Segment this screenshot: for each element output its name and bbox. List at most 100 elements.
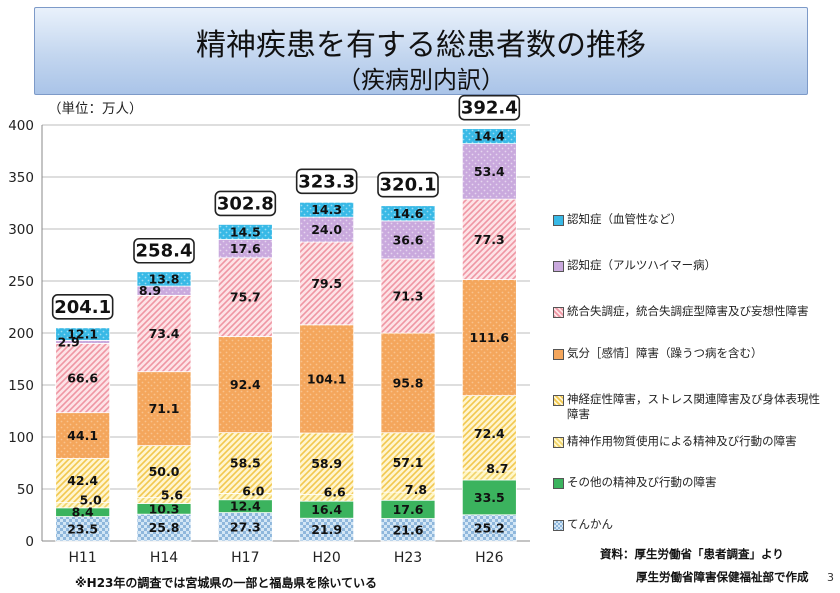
- bar-segment: [299, 216, 355, 243]
- bar-segment: [217, 512, 273, 542]
- bar-segment: [299, 201, 355, 218]
- value-label: 12.1: [67, 327, 98, 342]
- bar-segment: [136, 294, 192, 373]
- bar-segment: [217, 257, 273, 337]
- value-label: 25.2: [474, 520, 505, 535]
- bar-segment: [461, 198, 517, 280]
- total-box: [458, 94, 521, 121]
- total-box: [214, 190, 277, 217]
- value-label: 58.5: [230, 456, 261, 471]
- x-tick-label: H11: [68, 550, 96, 566]
- y-tick-label: 250: [8, 274, 34, 290]
- value-label: 77.3: [474, 232, 505, 247]
- value-label: 27.3: [230, 519, 261, 534]
- bar-segment: [136, 271, 192, 287]
- bar-segment: [136, 371, 192, 447]
- value-label: 13.8: [149, 271, 180, 286]
- value-label: 6.0: [242, 483, 264, 498]
- value-label: 44.1: [67, 428, 98, 443]
- bar-segment: [461, 395, 517, 472]
- x-axis: H11 H14 H17 H20 H23 H26: [68, 550, 503, 566]
- bar-segment: [217, 224, 273, 240]
- value-label: 57.1: [393, 455, 424, 470]
- source-note: 資料：厚生労働省「患者調査」より: [600, 547, 784, 561]
- value-label: 75.7: [230, 290, 261, 305]
- total-label: 320.1: [380, 175, 437, 196]
- value-label: 5.0: [80, 493, 102, 508]
- value-label: 8.9: [139, 283, 161, 298]
- title-banner: 精神疾患を有する総患者数の推移 （疾病別内訳）: [34, 7, 808, 95]
- bar-segment: [136, 445, 192, 499]
- bar-segment: [380, 432, 436, 493]
- value-label: 73.4: [149, 326, 180, 341]
- slide-subtitle: （疾病別内訳）: [337, 66, 505, 94]
- y-tick-label: 200: [8, 326, 34, 342]
- legend-swatch: [553, 478, 564, 489]
- bar-segment: [461, 128, 517, 145]
- legend-swatch: [553, 261, 564, 272]
- total-label: 302.8: [217, 193, 274, 214]
- bars: [55, 128, 517, 542]
- value-label: 14.3: [311, 202, 342, 217]
- total-label: 204.1: [54, 297, 111, 318]
- value-label: 6.6: [324, 484, 346, 499]
- total-box: [51, 293, 114, 320]
- value-label: 12.4: [230, 499, 261, 514]
- legend-label: その他の精神及び行動の障害: [567, 475, 717, 489]
- value-label: 50.0: [149, 464, 180, 479]
- x-tick-label: H26: [475, 550, 503, 566]
- bar-segment: [380, 205, 436, 222]
- bar-segment: [55, 327, 111, 341]
- value-label: 95.8: [393, 375, 424, 390]
- x-tick-label: H20: [312, 550, 340, 566]
- unit-label: （単位：万人）: [48, 101, 143, 117]
- legend-label: 神経症性障害，ストレス関連障害及び身体表現性障害: [567, 392, 820, 421]
- bar-segment: [55, 516, 111, 542]
- value-label: 92.4: [230, 377, 261, 392]
- value-label: 72.4: [474, 426, 505, 441]
- bar-segment: [461, 479, 517, 516]
- bar-segment: [136, 513, 192, 542]
- legend-label: 認知症（アルツハイマー病）: [567, 258, 717, 272]
- value-label: 53.4: [474, 164, 505, 179]
- bar-segment: [461, 514, 517, 542]
- total-box: [295, 168, 358, 195]
- legend-swatch: [553, 437, 564, 448]
- bar-segment: [217, 432, 273, 494]
- value-label: 58.9: [311, 456, 342, 471]
- total-box: [377, 171, 439, 198]
- bar-segment: [55, 458, 111, 504]
- total-label: 392.4: [461, 98, 518, 119]
- y-tick-label: 0: [25, 534, 34, 550]
- legend-label: 認知症（血管性など）: [567, 212, 682, 226]
- value-label: 36.6: [393, 232, 424, 247]
- bar-segment: [380, 220, 436, 260]
- value-label: 71.3: [393, 289, 424, 304]
- total-boxes: 204.1 258.4 302.8 323.3 320.1 392.4: [51, 94, 521, 320]
- slide-title: 精神疾患を有する総患者数の推移: [196, 28, 646, 63]
- value-label: 7.8: [405, 482, 427, 497]
- value-label: 25.8: [149, 520, 180, 535]
- y-tick-label: 350: [8, 170, 34, 186]
- value-label: 21.6: [393, 522, 424, 537]
- x-tick-label: H17: [231, 550, 259, 566]
- y-tick-label: 150: [8, 378, 34, 394]
- value-label: 14.5: [230, 224, 261, 239]
- legend-label: 統合失調症，統合失調症型障害及び妄想性障害: [567, 304, 809, 318]
- value-label: 14.6: [393, 206, 424, 221]
- legend-swatch: [553, 520, 564, 531]
- legend-label: てんかん: [567, 517, 613, 531]
- value-label: 14.4: [474, 129, 505, 144]
- value-label: 33.5: [474, 490, 505, 505]
- value-label: 23.5: [67, 521, 98, 536]
- legend-label: 精神作用物質使用による精神及び行動の障害: [567, 434, 797, 448]
- value-label: 111.6: [470, 330, 510, 345]
- value-label: 8.7: [486, 461, 508, 476]
- value-label: 104.1: [307, 371, 347, 386]
- y-tick-label: 100: [8, 430, 34, 446]
- x-tick-label: H23: [394, 550, 422, 566]
- value-label: 66.6: [67, 371, 98, 386]
- y-axis: 0 50 100 150 200 250 300 350 400: [8, 118, 530, 550]
- page-number: 3: [827, 571, 834, 584]
